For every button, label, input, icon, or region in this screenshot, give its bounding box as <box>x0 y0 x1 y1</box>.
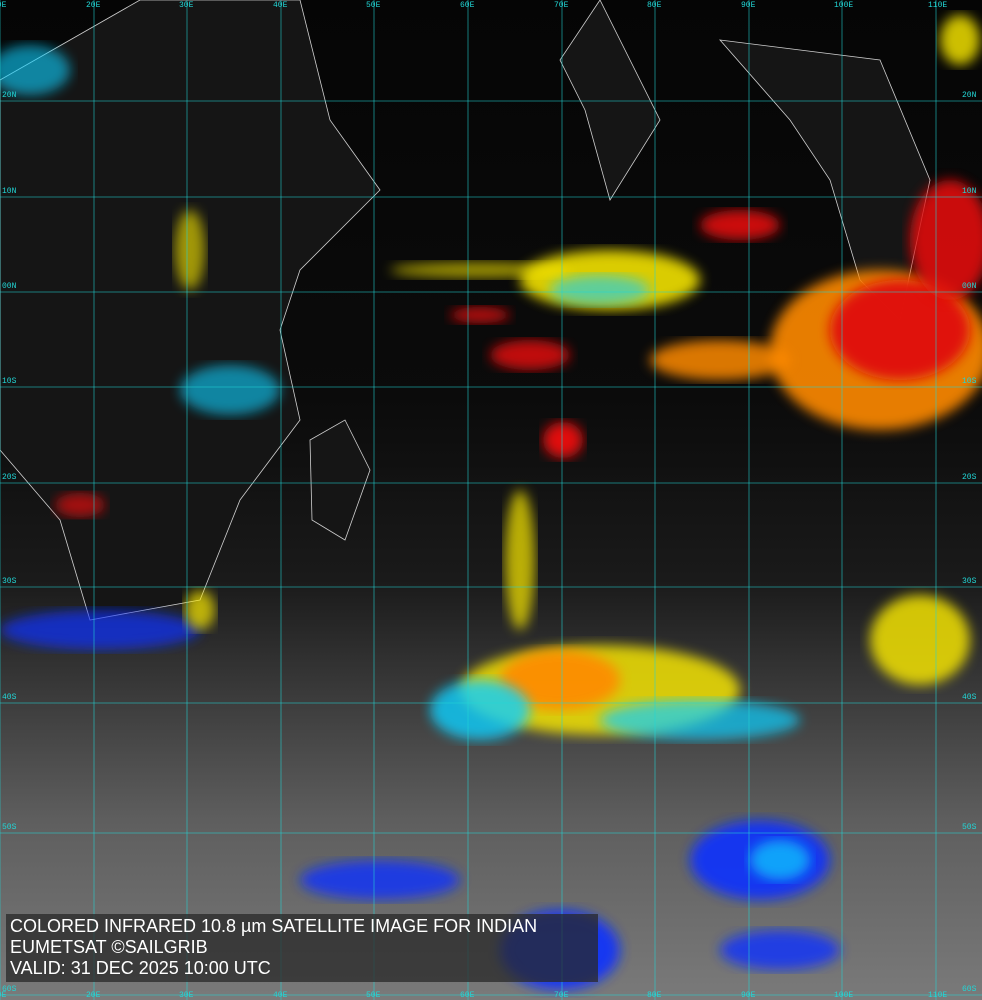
cloud-mass <box>390 262 570 278</box>
caption-valid-time: VALID: 31 DEC 2025 10:00 UTC <box>10 958 271 978</box>
latitude-label: 10N <box>962 187 977 196</box>
latitude-label: 50S <box>962 823 977 832</box>
latitude-label: 20S <box>962 473 977 482</box>
coastline <box>309 419 371 541</box>
longitude-label: 100E <box>834 1 854 10</box>
longitude-label: 110E <box>928 991 948 1000</box>
latitude-label: 40S <box>962 693 977 702</box>
cloud-mass <box>500 650 620 710</box>
cloud-mass <box>543 422 583 458</box>
latitude-label: 30S <box>962 577 977 586</box>
cloud-mass <box>940 15 980 65</box>
cloud-mass <box>550 275 650 305</box>
latitude-label: 40S <box>2 693 17 702</box>
cloud-mass <box>490 340 570 370</box>
coastline <box>0 0 381 621</box>
caption-source: EUMETSAT ©SAILGRIB <box>10 937 208 957</box>
longitude-label: 70E <box>554 1 569 10</box>
latitude-label: 60S <box>962 985 977 994</box>
longitude-label: 90E <box>741 991 756 1000</box>
latitude-label: 60S <box>2 985 17 994</box>
longitude-label: 60E <box>460 991 475 1000</box>
cloud-mass <box>450 307 510 323</box>
cloud-mass <box>750 840 810 880</box>
cloud-mass <box>910 180 982 300</box>
longitude-label: 40E <box>273 1 288 10</box>
latitude-label: 10S <box>962 377 977 386</box>
cloud-mass <box>175 210 205 290</box>
cloud-mass <box>830 280 970 380</box>
longitude-label: 110E <box>928 1 948 10</box>
cloud-mass <box>0 610 200 650</box>
latitude-label: 00N <box>962 282 977 291</box>
cloud-mass <box>55 493 105 517</box>
latitude-label: 00N <box>2 282 17 291</box>
longitude-label: 90E <box>741 1 756 10</box>
latitude-label: 30S <box>2 577 17 586</box>
longitude-label: 100E <box>834 991 854 1000</box>
longitude-label: 50E <box>366 1 381 10</box>
longitude-label: 40E <box>273 991 288 1000</box>
latitude-label: 10N <box>2 187 17 196</box>
cloud-mass <box>650 340 790 380</box>
longitude-label: 60E <box>460 1 475 10</box>
image-caption: COLORED INFRARED 10.8 µm SATELLITE IMAGE… <box>6 914 598 982</box>
cloud-mass <box>600 700 800 740</box>
longitude-label: 30E <box>179 1 194 10</box>
latitude-label: 20N <box>2 91 17 100</box>
cloud-mass <box>180 365 280 415</box>
latitude-label: 20S <box>2 473 17 482</box>
cloud-mass <box>505 490 535 630</box>
longitude-label: 30E <box>179 991 194 1000</box>
longitude-label: 80E <box>647 1 662 10</box>
latitude-label: 10S <box>2 377 17 386</box>
cloud-mass <box>870 595 970 685</box>
cloud-mass <box>185 590 215 630</box>
latitude-label: 20N <box>962 91 977 100</box>
cloud-mass <box>300 860 460 900</box>
longitude-label: 20E <box>86 991 101 1000</box>
caption-title: COLORED INFRARED 10.8 µm SATELLITE IMAGE… <box>10 916 538 936</box>
longitude-label: 20E <box>86 1 101 10</box>
longitude-label: 10E <box>0 991 7 1000</box>
cloud-mass <box>0 45 70 95</box>
cloud-mass <box>700 210 780 240</box>
cloud-mass <box>430 680 530 740</box>
longitude-label: 80E <box>647 991 662 1000</box>
latitude-label: 50S <box>2 823 17 832</box>
longitude-label: 70E <box>554 991 569 1000</box>
longitude-label: 10E <box>0 1 7 10</box>
coastline <box>559 0 661 201</box>
longitude-label: 50E <box>366 991 381 1000</box>
cloud-mass <box>720 930 840 970</box>
